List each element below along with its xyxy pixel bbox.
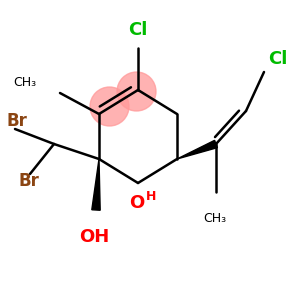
- Text: Br: Br: [18, 172, 39, 190]
- Polygon shape: [177, 140, 218, 159]
- Text: OH: OH: [80, 228, 110, 246]
- Circle shape: [90, 87, 129, 126]
- Text: Br: Br: [6, 112, 27, 130]
- Circle shape: [117, 72, 156, 111]
- Text: Cl: Cl: [128, 21, 148, 39]
- Text: CH₃: CH₃: [13, 76, 36, 89]
- Text: O: O: [129, 194, 144, 211]
- Polygon shape: [92, 159, 100, 210]
- Text: H: H: [146, 190, 156, 203]
- Text: CH₃: CH₃: [203, 212, 226, 224]
- Text: Cl: Cl: [268, 50, 288, 68]
